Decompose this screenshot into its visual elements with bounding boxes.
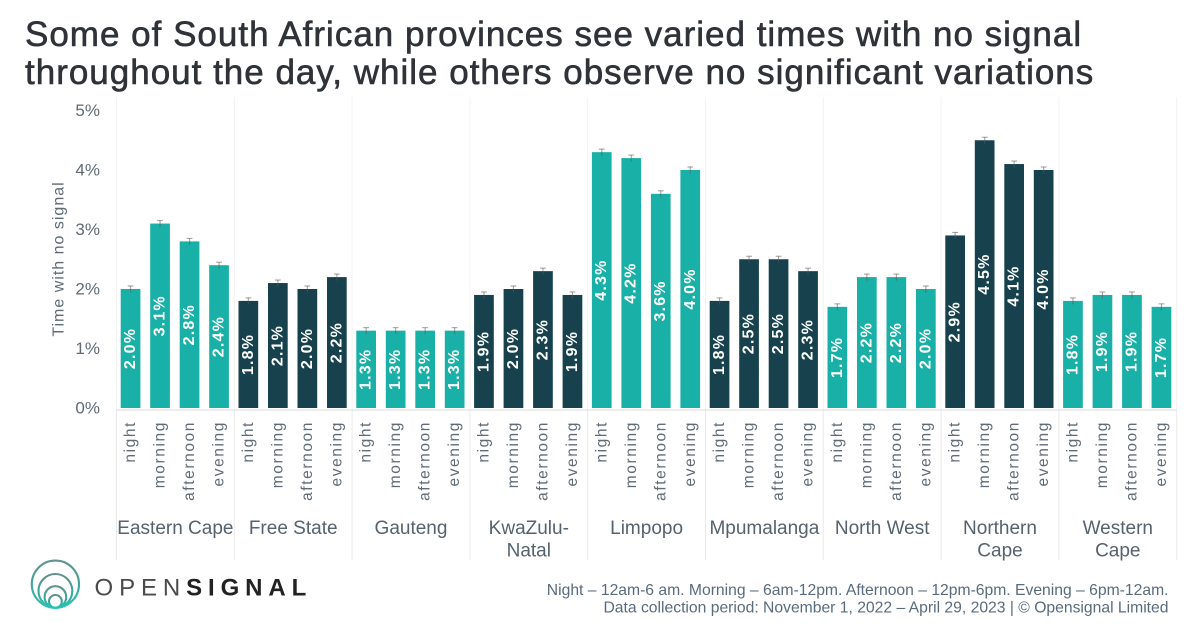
svg-text:1.8%: 1.8% xyxy=(1064,334,1081,375)
svg-text:3.1%: 3.1% xyxy=(152,295,169,336)
svg-text:night: night xyxy=(711,421,728,463)
svg-text:2.3%: 2.3% xyxy=(800,319,817,360)
svg-text:2.2%: 2.2% xyxy=(888,322,905,363)
svg-text:1.3%: 1.3% xyxy=(446,349,463,390)
svg-text:afternoon: afternoon xyxy=(1123,421,1140,501)
svg-text:4.2%: 4.2% xyxy=(623,262,640,303)
svg-text:morning: morning xyxy=(741,421,758,488)
svg-text:1.9%: 1.9% xyxy=(1094,331,1111,372)
svg-text:night: night xyxy=(947,421,964,463)
svg-text:2.0%: 2.0% xyxy=(505,328,522,369)
svg-text:evening: evening xyxy=(1035,421,1052,487)
svg-text:1.3%: 1.3% xyxy=(417,349,434,390)
svg-text:2.9%: 2.9% xyxy=(947,301,964,342)
svg-text:evening: evening xyxy=(1153,421,1170,487)
svg-text:Eastern Cape: Eastern Cape xyxy=(117,518,233,539)
svg-text:evening: evening xyxy=(682,421,699,487)
svg-text:2.3%: 2.3% xyxy=(534,319,551,360)
svg-text:4.5%: 4.5% xyxy=(976,253,993,294)
svg-text:Data collection period: Novemb: Data collection period: November 1, 2022… xyxy=(603,599,1168,616)
svg-text:2.5%: 2.5% xyxy=(741,313,758,354)
svg-text:morning: morning xyxy=(858,421,875,488)
svg-text:morning: morning xyxy=(269,421,286,488)
svg-text:2.4%: 2.4% xyxy=(211,316,228,357)
svg-text:2.0%: 2.0% xyxy=(917,328,934,369)
svg-text:afternoon: afternoon xyxy=(888,421,905,501)
svg-text:Cape: Cape xyxy=(977,541,1022,562)
svg-text:1%: 1% xyxy=(75,339,100,358)
svg-text:afternoon: afternoon xyxy=(299,421,316,501)
svg-text:Gauteng: Gauteng xyxy=(375,518,448,539)
svg-text:2%: 2% xyxy=(75,280,100,299)
svg-text:3%: 3% xyxy=(75,220,100,239)
svg-text:afternoon: afternoon xyxy=(1006,421,1023,501)
svg-text:afternoon: afternoon xyxy=(770,421,787,501)
svg-text:1.9%: 1.9% xyxy=(1123,331,1140,372)
svg-text:night: night xyxy=(358,421,375,463)
svg-text:Time with no signal: Time with no signal xyxy=(51,181,68,336)
svg-text:1.7%: 1.7% xyxy=(1153,337,1170,378)
svg-text:OPENSIGNAL: OPENSIGNAL xyxy=(95,575,313,602)
svg-text:0%: 0% xyxy=(75,399,100,418)
svg-text:morning: morning xyxy=(387,421,404,488)
svg-text:1.3%: 1.3% xyxy=(387,349,404,390)
svg-text:2.8%: 2.8% xyxy=(181,304,198,345)
svg-text:night: night xyxy=(1064,421,1081,463)
svg-text:4.0%: 4.0% xyxy=(1035,268,1052,309)
svg-text:Free State: Free State xyxy=(249,518,338,539)
svg-text:4.1%: 4.1% xyxy=(1006,265,1023,306)
svg-text:night: night xyxy=(593,421,610,463)
svg-text:5%: 5% xyxy=(75,101,100,120)
svg-text:Some of South African province: Some of South African provinces see vari… xyxy=(25,15,1082,54)
svg-text:night: night xyxy=(475,421,492,463)
svg-text:evening: evening xyxy=(917,421,934,487)
svg-text:night: night xyxy=(829,421,846,463)
svg-text:throughout the day, while othe: throughout the day, while others observe… xyxy=(25,53,1094,92)
svg-text:2.0%: 2.0% xyxy=(122,328,139,369)
svg-text:Night – 12am-6 am. Morning – 6: Night – 12am-6 am. Morning – 6am-12pm. A… xyxy=(547,582,1169,599)
svg-text:afternoon: afternoon xyxy=(652,421,669,501)
svg-text:2.1%: 2.1% xyxy=(269,325,286,366)
svg-text:evening: evening xyxy=(328,421,345,487)
svg-text:4.3%: 4.3% xyxy=(593,259,610,300)
svg-text:evening: evening xyxy=(800,421,817,487)
svg-text:evening: evening xyxy=(446,421,463,487)
svg-text:2.2%: 2.2% xyxy=(858,322,875,363)
svg-text:1.9%: 1.9% xyxy=(564,331,581,372)
svg-text:KwaZulu-: KwaZulu- xyxy=(489,518,569,539)
svg-text:morning: morning xyxy=(152,421,169,488)
svg-text:Northern: Northern xyxy=(963,518,1037,539)
svg-text:Natal: Natal xyxy=(507,541,551,562)
svg-text:1.8%: 1.8% xyxy=(711,334,728,375)
svg-text:North West: North West xyxy=(835,518,930,539)
svg-text:1.7%: 1.7% xyxy=(829,337,846,378)
svg-text:morning: morning xyxy=(505,421,522,488)
svg-text:2.5%: 2.5% xyxy=(770,313,787,354)
svg-text:morning: morning xyxy=(1094,421,1111,488)
svg-text:2.0%: 2.0% xyxy=(299,328,316,369)
svg-text:afternoon: afternoon xyxy=(181,421,198,501)
svg-text:Cape: Cape xyxy=(1095,541,1140,562)
svg-text:night: night xyxy=(240,421,257,463)
svg-text:4.0%: 4.0% xyxy=(682,268,699,309)
svg-text:3.6%: 3.6% xyxy=(652,280,669,321)
svg-text:2.2%: 2.2% xyxy=(328,322,345,363)
svg-text:Western: Western xyxy=(1083,518,1153,539)
svg-text:evening: evening xyxy=(211,421,228,487)
svg-text:4%: 4% xyxy=(75,161,100,180)
svg-text:1.9%: 1.9% xyxy=(475,331,492,372)
svg-text:Mpumalanga: Mpumalanga xyxy=(709,518,819,539)
svg-text:evening: evening xyxy=(564,421,581,487)
svg-text:morning: morning xyxy=(976,421,993,488)
svg-text:1.8%: 1.8% xyxy=(240,334,257,375)
svg-text:1.3%: 1.3% xyxy=(358,349,375,390)
svg-text:night: night xyxy=(122,421,139,463)
svg-text:afternoon: afternoon xyxy=(534,421,551,501)
svg-text:afternoon: afternoon xyxy=(417,421,434,501)
svg-text:Limpopo: Limpopo xyxy=(610,518,683,539)
svg-text:morning: morning xyxy=(623,421,640,488)
